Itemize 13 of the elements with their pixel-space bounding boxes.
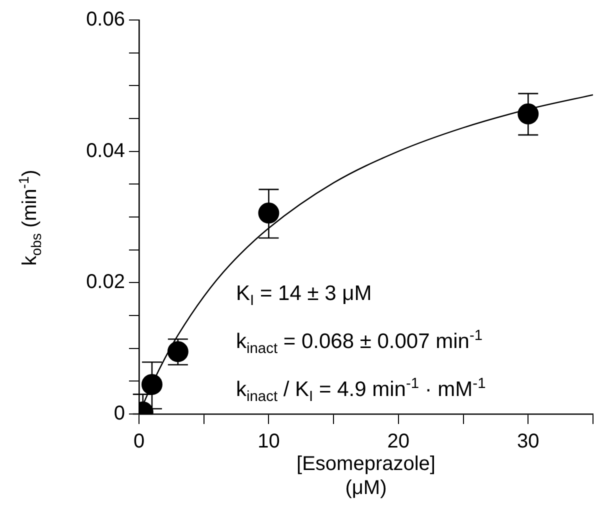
annotation: K$_{I}$ = 14 ± 3 μM — [236, 281, 373, 312]
y-tick-label: 0.06 — [86, 8, 125, 31]
annotation: k$_{inact}$ = 0.068 ± 0.007 min$^{-1}$ — [236, 327, 484, 360]
y-tick-label: 0 — [114, 402, 125, 425]
x-tick-label: 30 — [517, 430, 540, 453]
y-tick-label: 0.02 — [86, 271, 125, 294]
x-axis-title: [Esomeprazole] (μM) — [296, 452, 436, 500]
x-tick-label: 20 — [387, 430, 410, 453]
y-tick-label: 0.04 — [86, 140, 125, 162]
point — [258, 202, 280, 224]
x-tick-label: 0 — [133, 430, 145, 453]
annotation: k$_{inact}$ / K$_{I}$ = 4.9 min$^{-1}$ · mM$^{-1}$ — [236, 375, 486, 408]
x-tick-label: 10 — [258, 430, 280, 453]
